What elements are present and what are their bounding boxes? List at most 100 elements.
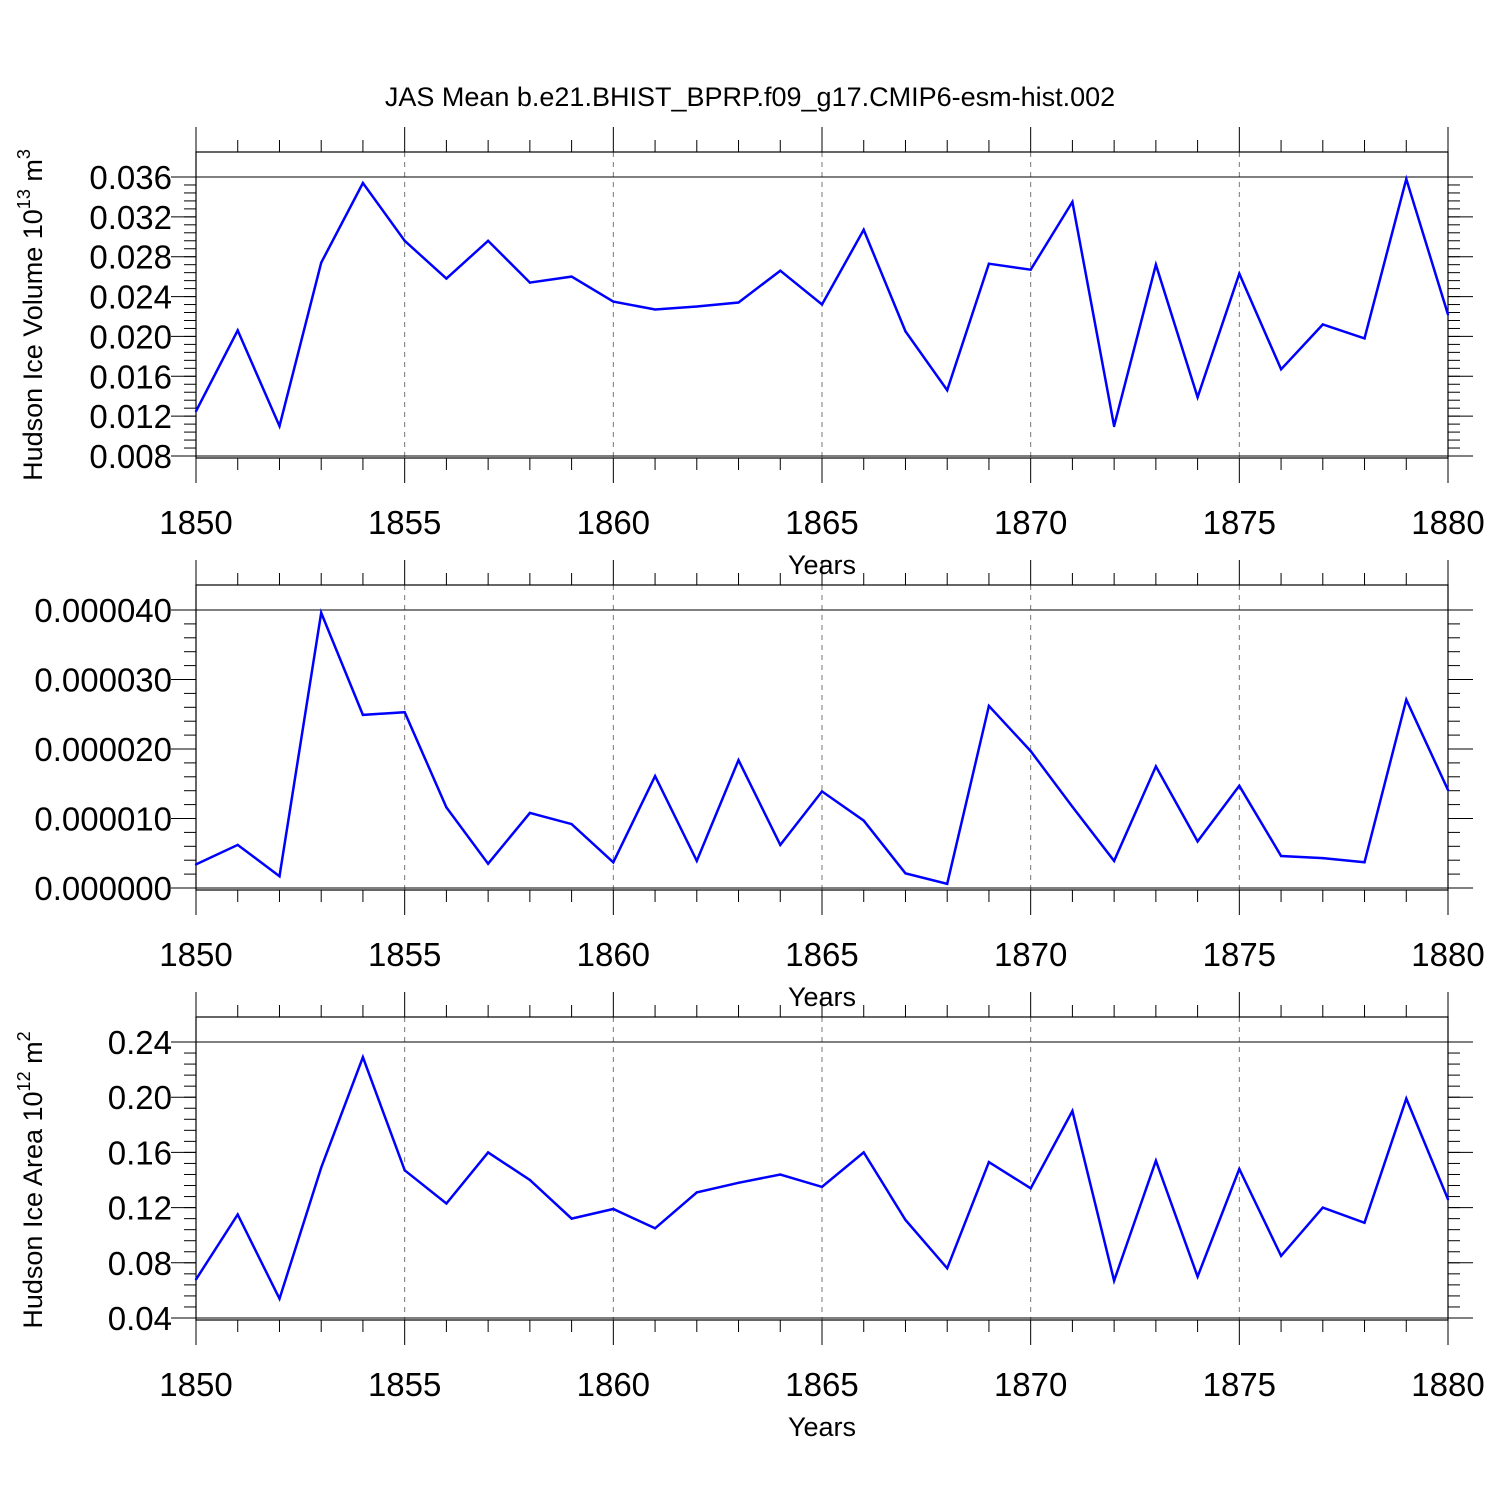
y-axis-label: Hudson Ice Area 1012 m2 [14,1031,48,1328]
x-tick-label: 1850 [159,504,232,541]
data-point [1363,337,1366,340]
data-point [737,758,740,762]
data-point [1321,1206,1325,1209]
x-tick-label: 1875 [1203,1366,1276,1403]
x-tick-label: 1865 [785,1366,858,1403]
data-point [1405,698,1408,701]
data-point [695,859,698,863]
data-point [570,275,573,278]
data-point [1196,396,1199,399]
data-point [194,409,198,413]
data-point [987,262,991,265]
data-point [1154,765,1158,768]
data-point [278,874,281,878]
data-point [1279,854,1283,858]
data-point [1279,368,1283,371]
data-point [278,1297,281,1300]
data-point [612,300,615,303]
data-point [820,1185,824,1189]
data-point [1071,805,1074,808]
y-tick-label: 0.032 [89,199,172,236]
data-point [361,713,365,717]
data-point [528,1178,532,1182]
data-point [653,774,657,778]
data-point [1405,1097,1408,1100]
y-tick-label: 0.12 [108,1190,172,1227]
data-point [862,819,865,822]
x-tick-label: 1860 [577,504,650,541]
y-tick-label: 0.024 [89,279,172,316]
data-point [1029,749,1032,753]
y-tick-label: 0.24 [108,1024,172,1061]
data-point [820,303,824,306]
x-tick-label: 1850 [159,936,232,973]
y-tick-label: 0.036 [89,159,172,196]
data-point [445,277,448,280]
y-tick-label: 0.16 [108,1134,172,1171]
chart-title: JAS Mean b.e21.BHIST_BPRP.f09_g17.CMIP6-… [385,82,1115,112]
data-point [1112,424,1116,428]
x-tick-label: 1870 [994,504,1067,541]
data-point [278,424,281,428]
data-point [1029,1187,1032,1190]
panel-middle-series: 0.000000 0.000010 0.000020 0.000030 0.000040… [34,560,1485,1012]
data-point [737,301,740,304]
data-point [486,239,490,242]
data-point [1363,861,1366,864]
x-tick-label: 1855 [368,504,441,541]
x-tick-label: 1860 [577,1366,650,1403]
data-point [403,710,406,714]
data-point [653,308,657,311]
data-point [1238,1167,1241,1171]
y-tick-label: 0.012 [89,398,172,435]
data-point [987,1160,991,1164]
data-point [1279,1254,1283,1258]
x-tick-label: 1865 [785,504,858,541]
data-point [1112,1279,1116,1282]
data-point [1321,856,1325,860]
data-point [320,261,323,264]
y-tick-label: 0.000000 [34,870,172,907]
x-tick-label: 1870 [994,1366,1067,1403]
x-tick-label: 1870 [994,936,1067,973]
data-point [1238,272,1241,275]
data-point [1029,268,1032,271]
y-tick-label: 0.000010 [34,801,172,838]
data-point [486,862,490,865]
data-point [1238,784,1241,788]
x-tick-label: 1855 [368,1366,441,1403]
x-tick-label: 1880 [1411,1366,1484,1403]
y-tick-label: 0.000020 [34,731,172,768]
panel-ice-volume: 0.0080.0120.0160.0200.0240.0280.0320.036… [14,127,1485,580]
data-point [570,822,573,826]
x-tick-label: 1850 [159,1366,232,1403]
data-point [570,1217,573,1220]
data-point [236,1213,239,1216]
data-point [486,1151,490,1154]
data-point [1071,1109,1074,1113]
data-point [653,1227,657,1230]
data-point [1446,313,1450,316]
data-point [904,1218,907,1222]
y-axis-label: Hudson Ice Volume 1013 m3 [14,149,48,481]
data-point [236,843,239,847]
data-point [862,1151,865,1154]
data-point [528,811,532,815]
y-tick-label: 0.008 [89,438,172,475]
data-point [946,389,949,392]
y-tick-label: 0.000040 [34,592,172,629]
data-point [194,863,198,866]
data-point [361,181,365,185]
y-tick-label: 0.04 [108,1300,172,1337]
data-point [1071,200,1074,204]
x-tick-label: 1855 [368,936,441,973]
x-tick-label: 1865 [785,936,858,973]
data-point [1446,1198,1450,1201]
data-point [779,843,782,847]
data-point [1196,1275,1199,1278]
x-tick-label: 1860 [577,936,650,973]
x-axis-label: Years [788,1412,856,1442]
y-tick-label: 0.028 [89,239,172,276]
data-point [612,861,615,864]
data-point [862,228,865,232]
